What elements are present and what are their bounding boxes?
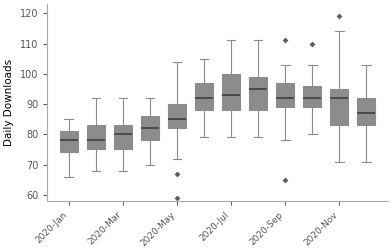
PathPatch shape bbox=[249, 77, 267, 110]
Y-axis label: Daily Downloads: Daily Downloads bbox=[4, 59, 14, 146]
PathPatch shape bbox=[276, 83, 294, 107]
PathPatch shape bbox=[114, 125, 132, 149]
PathPatch shape bbox=[60, 131, 78, 152]
PathPatch shape bbox=[330, 89, 348, 125]
PathPatch shape bbox=[303, 86, 321, 107]
PathPatch shape bbox=[358, 98, 375, 125]
PathPatch shape bbox=[87, 125, 105, 149]
PathPatch shape bbox=[222, 74, 240, 110]
PathPatch shape bbox=[168, 104, 186, 128]
PathPatch shape bbox=[195, 83, 213, 110]
PathPatch shape bbox=[141, 116, 159, 140]
